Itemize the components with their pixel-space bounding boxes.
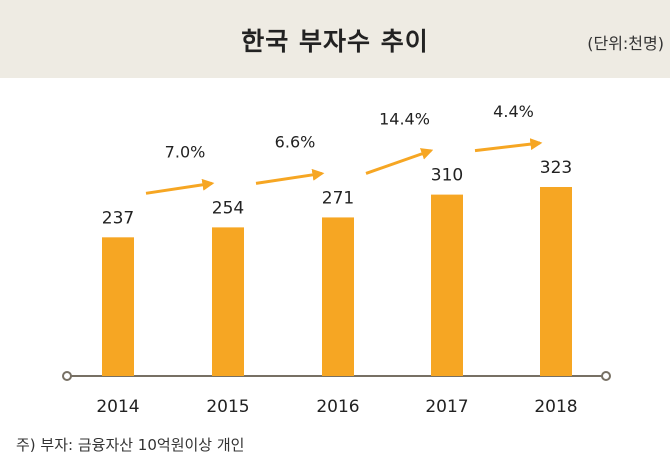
unit-label: (단위:천명) bbox=[587, 34, 664, 53]
bar-value-label: 271 bbox=[322, 188, 354, 208]
growth-arrow bbox=[474, 138, 543, 153]
growth-rate-label: 4.4% bbox=[493, 102, 534, 121]
x-tick-label: 2018 bbox=[534, 397, 577, 417]
bar-chart: 237 2014 254 2015 271 2016 310 2017 323 2018 7.0% 6… bbox=[62, 102, 611, 417]
growth-arrow bbox=[145, 178, 215, 195]
x-tick-label: 2014 bbox=[96, 397, 139, 417]
bar-value-label: 323 bbox=[540, 158, 572, 178]
bar-value-label: 310 bbox=[431, 166, 463, 186]
bar-value-label: 237 bbox=[102, 208, 134, 228]
chart-title: 한국 부자수 추이 bbox=[241, 27, 429, 56]
bar bbox=[431, 194, 463, 376]
axis-end-dot bbox=[62, 371, 72, 381]
growth-rate-label: 14.4% bbox=[379, 110, 430, 129]
growth-rate-label: 7.0% bbox=[165, 142, 206, 161]
growth-arrow bbox=[365, 148, 434, 175]
bar bbox=[212, 227, 244, 376]
bar bbox=[102, 237, 134, 376]
growth-arrow bbox=[255, 168, 325, 185]
bar-value-label: 254 bbox=[212, 198, 244, 218]
bar bbox=[540, 187, 572, 376]
x-tick-label: 2017 bbox=[425, 397, 468, 417]
x-tick-label: 2016 bbox=[316, 397, 359, 417]
axis-end-dot bbox=[601, 371, 611, 381]
chart-header: 한국 부자수 추이 (단위:천명) bbox=[0, 0, 670, 78]
footnote: 주) 부자: 금융자산 10억원이상 개인 bbox=[16, 436, 245, 454]
x-tick-label: 2015 bbox=[206, 397, 249, 417]
bar bbox=[322, 217, 354, 376]
growth-rate-label: 6.6% bbox=[275, 132, 316, 151]
